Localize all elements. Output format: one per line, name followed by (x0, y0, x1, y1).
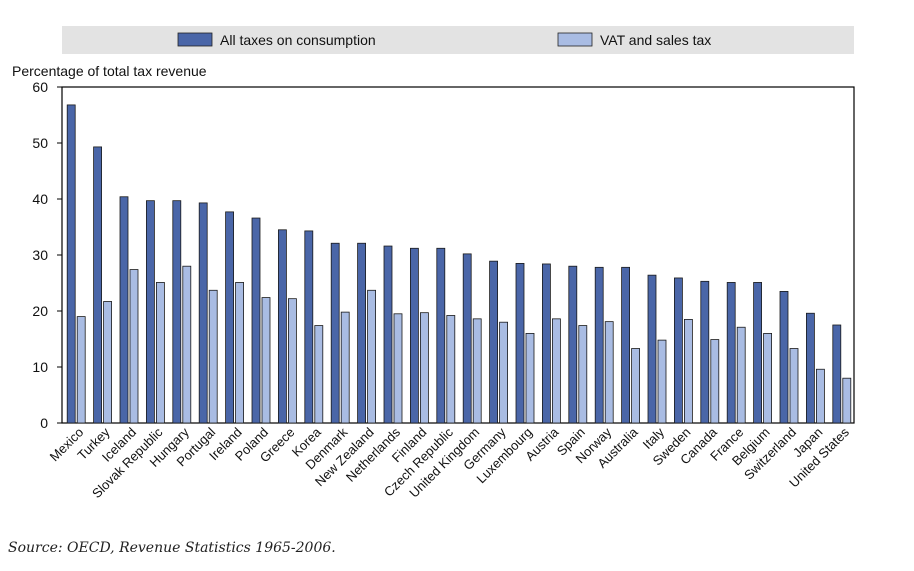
bar-consumption-14 (436, 247, 446, 424)
chart: All taxes on consumption VAT and sales t… (12, 26, 855, 501)
bar-vat-12 (393, 313, 403, 424)
bar-consumption-1 (93, 146, 102, 424)
plot-area (61, 86, 855, 424)
bar-consumption-18 (542, 263, 551, 424)
bar-consumption-0 (66, 104, 76, 424)
bar-consumption-17 (515, 262, 525, 424)
bar-vat-25 (736, 326, 746, 424)
bar-consumption-19 (568, 265, 578, 424)
bar-vat-4 (182, 265, 192, 424)
bar-consumption-15 (462, 253, 472, 424)
bar-vat-11 (367, 289, 377, 424)
legend-label-vat: VAT and sales tax (600, 32, 711, 48)
bar-vat-5 (208, 289, 218, 424)
bar-vat-2 (129, 269, 139, 424)
bar-consumption-8 (277, 229, 287, 424)
bar-consumption-7 (251, 217, 261, 424)
bar-consumption-2 (119, 196, 129, 424)
bar-vat-7 (261, 297, 271, 424)
bar-vat-17 (525, 332, 535, 424)
bar-vat-13 (419, 312, 429, 424)
y-axis: 0 10 20 30 40 50 60 (32, 79, 62, 431)
bar-vat-21 (631, 348, 640, 424)
bar-consumption-28 (806, 312, 815, 424)
bar-vat-24 (710, 339, 720, 424)
bar-vat-3 (155, 282, 165, 424)
bar-consumption-4 (172, 200, 182, 424)
bar-vat-1 (103, 301, 112, 424)
bar-vat-6 (235, 282, 245, 424)
y-tick-label: 40 (32, 191, 48, 207)
source-label: Source: (8, 540, 68, 556)
y-tick-label: 60 (32, 79, 48, 95)
bar-consumption-23 (674, 277, 683, 424)
bar-consumption-29 (832, 324, 842, 424)
bar-vat-14 (446, 315, 456, 424)
bar-vat-26 (763, 332, 772, 424)
bar-consumption-24 (700, 280, 710, 424)
bar-vat-18 (552, 318, 561, 424)
bars (66, 104, 852, 424)
bar-vat-8 (287, 298, 297, 424)
legend-label-consumption: All taxes on consumption (220, 32, 376, 48)
bar-consumption-3 (145, 200, 155, 424)
bar-vat-10 (340, 311, 350, 424)
bar-consumption-11 (357, 242, 367, 424)
source-note: Source: OECD, Revenue Statistics 1965-20… (8, 540, 336, 556)
bar-consumption-5 (198, 202, 208, 424)
bar-consumption-22 (647, 274, 657, 424)
bar-vat-20 (604, 321, 614, 424)
bar-consumption-25 (726, 282, 736, 424)
bar-consumption-9 (304, 230, 314, 424)
y-tick-label: 50 (32, 135, 48, 151)
y-axis-label: Percentage of total tax revenue (12, 63, 207, 79)
bar-vat-27 (789, 348, 799, 424)
bar-consumption-27 (779, 290, 789, 424)
legend-swatch-consumption (177, 32, 213, 47)
y-tick-label: 30 (32, 247, 48, 263)
bar-consumption-21 (621, 266, 630, 424)
y-tick-label: 20 (32, 303, 48, 319)
bar-vat-16 (499, 321, 509, 424)
bar-consumption-13 (409, 247, 419, 424)
source-text: OECD, Revenue Statistics 1965-2006. (67, 540, 336, 556)
bar-vat-28 (816, 368, 825, 424)
bar-vat-22 (657, 339, 667, 424)
legend-swatch-vat (557, 32, 593, 47)
y-tick-label: 10 (32, 359, 48, 375)
bar-consumption-20 (594, 266, 604, 424)
bar-vat-15 (472, 318, 482, 424)
bar-vat-0 (76, 316, 86, 424)
bar-vat-29 (842, 377, 852, 424)
bar-vat-9 (314, 325, 324, 424)
bar-consumption-16 (489, 260, 499, 424)
bar-consumption-12 (383, 245, 393, 424)
bar-consumption-6 (225, 211, 235, 424)
bar-consumption-10 (330, 242, 340, 424)
y-tick-label: 0 (40, 415, 48, 431)
bar-vat-23 (684, 318, 693, 424)
bar-vat-19 (578, 325, 588, 424)
bar-consumption-26 (753, 282, 762, 424)
